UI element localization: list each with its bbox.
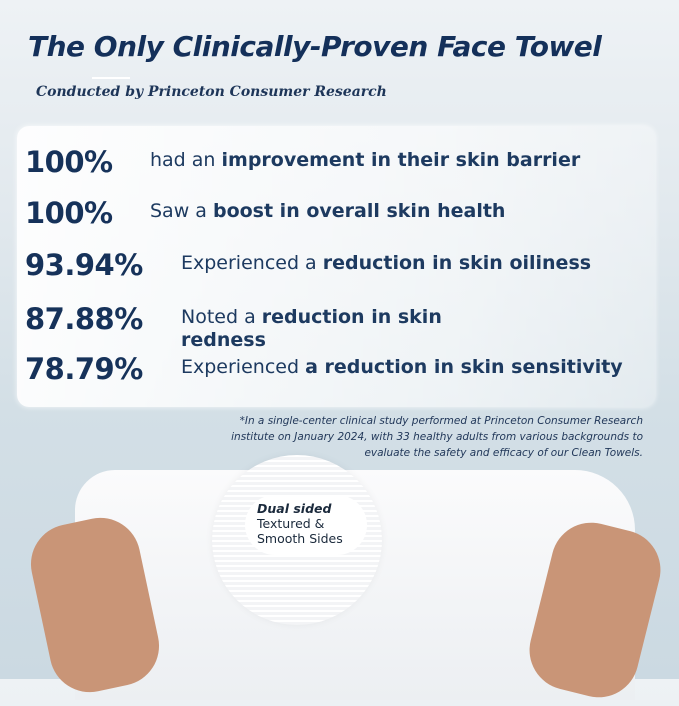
stat-value: 100% xyxy=(25,145,113,179)
stat-row: 78.79% Experienced a reduction in skin s… xyxy=(25,352,623,386)
stat-row: 100% Saw a boost in overall skin health xyxy=(25,196,505,230)
badge-title: Dual sided xyxy=(257,501,332,516)
stat-text: Experienced a reduction in skin sensitiv… xyxy=(181,356,623,378)
stat-text: had an improvement in their skin barrier xyxy=(150,149,581,171)
stat-text: Saw a boost in overall skin health xyxy=(150,200,506,222)
stat-row: 100% had an improvement in their skin ba… xyxy=(25,145,580,179)
dual-sided-badge: Dual sided Textured & Smooth Sides xyxy=(245,495,367,555)
stat-row: 87.88% Noted a reduction in skin redness xyxy=(25,302,461,352)
stat-value: 78.79% xyxy=(25,352,143,386)
stat-row: 93.94% Experienced a reduction in skin o… xyxy=(25,248,591,282)
stat-text: Experienced a reduction in skin oiliness xyxy=(181,252,592,274)
footnote: *In a single-center clinical study perfo… xyxy=(231,415,643,459)
divider xyxy=(92,77,130,79)
badge-line: Smooth Sides xyxy=(257,531,343,546)
stat-value: 87.88% xyxy=(25,302,143,336)
headline: The Only Clinically-Proven Face Towel xyxy=(28,30,602,63)
stat-value: 100% xyxy=(25,196,113,230)
subtitle: Conducted by Princeton Consumer Research xyxy=(36,84,387,100)
stats-card xyxy=(17,126,655,407)
stat-value: 93.94% xyxy=(25,248,143,282)
stat-text: Noted a reduction in skin redness xyxy=(181,306,442,351)
badge-line: Textured & xyxy=(257,516,325,531)
